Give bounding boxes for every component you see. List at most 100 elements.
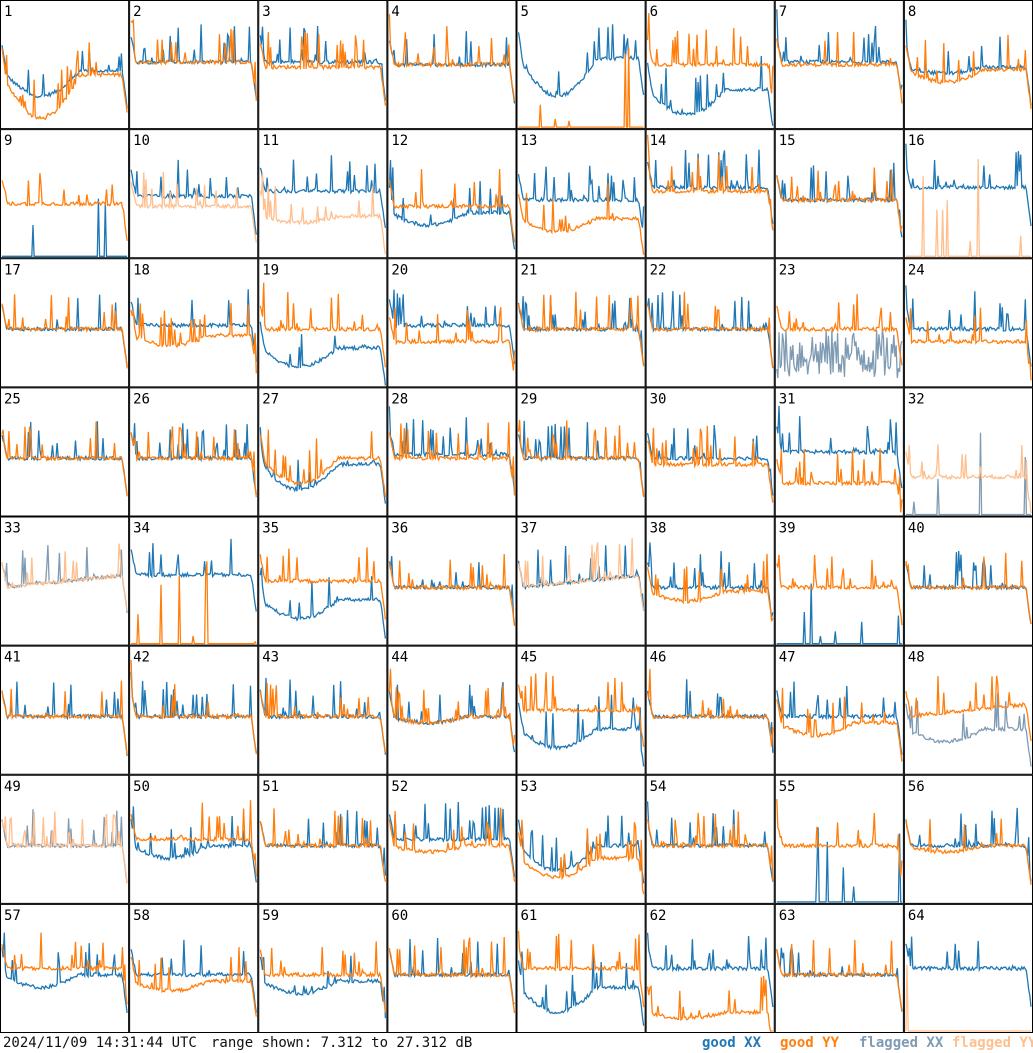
tile-panel-5: 5 bbox=[516, 0, 646, 130]
tile-panel-22: 22 bbox=[645, 258, 775, 388]
panel-label: 1 bbox=[4, 4, 12, 20]
tile-panel-57: 57 bbox=[0, 903, 130, 1033]
tile-panel-60: 60 bbox=[387, 903, 517, 1033]
tile-panel-31: 31 bbox=[774, 387, 904, 517]
panel-label: 9 bbox=[4, 133, 12, 149]
series-good-yy-line bbox=[517, 819, 645, 895]
tile-panel-3: 3 bbox=[258, 0, 388, 130]
panel-frame bbox=[774, 516, 904, 646]
series-good-xx-line bbox=[130, 24, 257, 99]
series-flagged-yy-line bbox=[1, 543, 128, 611]
panel-label: 45 bbox=[521, 650, 538, 666]
series-good-yy-line bbox=[646, 553, 774, 622]
series-good-xx-line bbox=[1, 45, 128, 109]
series-good-xx-line bbox=[646, 932, 774, 1008]
series-good-yy-line bbox=[259, 32, 387, 106]
series-good-xx-line bbox=[2, 198, 128, 257]
panel-frame bbox=[903, 129, 1033, 259]
panel-label: 40 bbox=[908, 521, 925, 537]
panel-label: 2 bbox=[133, 4, 141, 20]
series-good-xx-line bbox=[259, 810, 387, 876]
series-good-yy-line bbox=[131, 561, 257, 645]
series-good-xx-line bbox=[517, 815, 645, 884]
panel-label: 48 bbox=[908, 650, 925, 666]
tile-panel-52: 52 bbox=[387, 774, 517, 904]
panel-label: 16 bbox=[908, 133, 925, 149]
tile-panel-8: 8 bbox=[903, 0, 1033, 130]
panel-label: 53 bbox=[521, 779, 538, 795]
series-good-yy-line bbox=[776, 294, 903, 366]
tile-panel-20: 20 bbox=[387, 258, 517, 388]
tile-panel-29: 29 bbox=[516, 387, 646, 517]
range-text: range shown: 7.312 to 27.312 dB bbox=[211, 1035, 473, 1051]
series-good-yy-line bbox=[776, 554, 903, 626]
panel-label: 47 bbox=[779, 650, 796, 666]
panel-label: 28 bbox=[391, 391, 408, 407]
tile-panel-36: 36 bbox=[387, 516, 517, 646]
panel-label: 44 bbox=[391, 650, 408, 666]
series-flagged-yy-line bbox=[1, 811, 128, 884]
series-good-yy-line bbox=[517, 183, 645, 255]
panel-frame bbox=[0, 0, 130, 130]
panel-label: 3 bbox=[262, 4, 270, 20]
tile-panel-48: 48 bbox=[903, 645, 1033, 775]
panel-label: 56 bbox=[908, 779, 925, 795]
tile-panel-37: 37 bbox=[516, 516, 646, 646]
tile-panel-46: 46 bbox=[645, 645, 775, 775]
panel-frame bbox=[258, 387, 388, 517]
series-good-yy-line bbox=[646, 811, 774, 882]
series-good-yy-line bbox=[130, 947, 257, 1017]
panel-label: 32 bbox=[908, 391, 925, 407]
series-good-yy-line bbox=[388, 307, 516, 371]
series-good-yy-line bbox=[388, 807, 516, 882]
tile-panel-38: 38 bbox=[645, 516, 775, 646]
panel-frame bbox=[903, 774, 1033, 904]
series-flagged-yy-line bbox=[905, 964, 1031, 1032]
series-good-yy-line bbox=[259, 808, 387, 882]
series-good-yy-line bbox=[776, 167, 903, 231]
panel-label: 49 bbox=[4, 779, 21, 795]
panel-label: 35 bbox=[262, 521, 279, 537]
tile-panel-54: 54 bbox=[645, 774, 775, 904]
series-good-xx-line bbox=[259, 155, 387, 229]
series-good-yy-line bbox=[517, 419, 645, 497]
series-good-xx-line bbox=[517, 951, 645, 1026]
panel-label: 7 bbox=[779, 4, 787, 20]
panel-frame bbox=[645, 258, 775, 388]
panel-label: 51 bbox=[262, 779, 279, 795]
tile-panel-27: 27 bbox=[258, 387, 388, 517]
panel-label: 18 bbox=[133, 262, 150, 278]
series-good-yy-line bbox=[259, 682, 387, 754]
tile-panel-28: 28 bbox=[387, 387, 517, 517]
panel-label: 31 bbox=[779, 391, 796, 407]
panel-label: 30 bbox=[650, 391, 667, 407]
series-good-xx-line bbox=[1, 932, 128, 1013]
tile-panel-53: 53 bbox=[516, 774, 646, 904]
legend-good-yy: good YY bbox=[780, 1035, 840, 1051]
panel-frame bbox=[774, 774, 904, 904]
panel-frame bbox=[645, 516, 775, 646]
series-good-xx-line bbox=[259, 955, 387, 1019]
tile-panel-44: 44 bbox=[387, 645, 517, 775]
series-good-xx-line bbox=[776, 583, 902, 645]
panel-frame bbox=[903, 516, 1033, 646]
tile-panel-13: 13 bbox=[516, 129, 646, 259]
series-flagged-yy-line bbox=[259, 172, 387, 255]
series-flagged-xx-line bbox=[776, 329, 903, 379]
panel-frame bbox=[516, 0, 646, 130]
footer: 2024/11/09 14:31:44 UTC range shown: 7.3… bbox=[0, 1033, 1033, 1053]
series-good-yy-line bbox=[1, 42, 128, 121]
panel-label: 59 bbox=[262, 908, 279, 924]
series-good-yy-line bbox=[518, 47, 644, 128]
panel-label: 15 bbox=[779, 133, 796, 149]
panel-frame bbox=[129, 0, 259, 130]
series-good-xx-line bbox=[646, 149, 774, 224]
tile-panel-47: 47 bbox=[774, 645, 904, 775]
timestamp: 2024/11/09 14:31:44 UTC bbox=[3, 1035, 197, 1051]
tile-panel-55: 55 bbox=[774, 774, 904, 904]
panel-label: 61 bbox=[521, 908, 538, 924]
series-good-yy-line bbox=[776, 939, 903, 1011]
panel-frame bbox=[129, 516, 259, 646]
series-good-yy-line bbox=[776, 448, 903, 513]
panel-frame bbox=[129, 645, 259, 775]
